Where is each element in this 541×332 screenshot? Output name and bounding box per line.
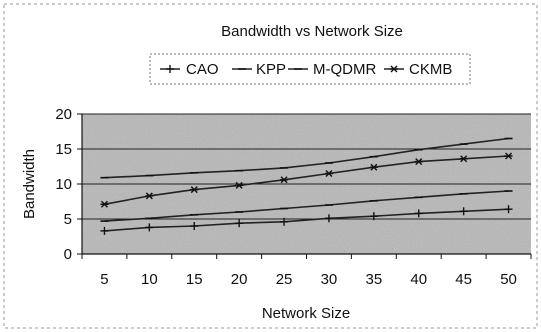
- x-tick-label: 5: [100, 271, 108, 288]
- data-point-cao: [280, 217, 289, 226]
- y-tick-label: 5: [64, 211, 72, 228]
- x-tick-label: 40: [410, 271, 427, 288]
- data-point-cao: [504, 205, 513, 214]
- legend-item-m-qdmr: M-QDMR: [288, 61, 376, 78]
- data-point-cao: [145, 223, 154, 232]
- legend-label: CAO: [186, 61, 219, 78]
- data-point-cao: [190, 222, 199, 230]
- x-tick-label: 50: [500, 271, 517, 288]
- y-axis-ticks: 0 5 10 15 20: [55, 106, 82, 263]
- y-tick-label: 15: [55, 141, 72, 158]
- x-tick-label: 20: [231, 271, 248, 288]
- series-line-ckmb: [104, 155, 509, 206]
- data-point-ckmb: [190, 186, 199, 194]
- series-m-qdmr: [100, 137, 513, 179]
- data-point-cao: [414, 209, 423, 218]
- data-point-ckmb: [459, 155, 468, 163]
- data-point-ckmb: [280, 176, 289, 184]
- chart-title: Bandwidth vs Network Size: [221, 23, 403, 40]
- series-ckmb: [100, 152, 513, 208]
- data-point-cao: [369, 212, 378, 221]
- legend-item-cao: CAO: [160, 61, 219, 78]
- series-line-m-qdmr: [104, 137, 509, 179]
- legend-label: M-QDMR: [313, 61, 376, 78]
- chart-frame: [3, 3, 538, 329]
- x-axis-title: Network Size: [262, 305, 350, 322]
- legend-label: CKMB: [409, 61, 452, 78]
- legend: CAO KPP M-QDMR CKMB: [160, 61, 452, 78]
- x-tick-label: 25: [276, 271, 293, 288]
- x-tick-label: 30: [321, 271, 338, 288]
- x-tick-label: 35: [366, 271, 383, 288]
- data-point-ckmb: [369, 163, 378, 171]
- legend-marker: [166, 65, 174, 73]
- data-point-cao: [100, 226, 109, 235]
- legend-box: [149, 53, 471, 85]
- y-tick-label: 20: [55, 106, 72, 123]
- series-line-cao: [104, 208, 509, 232]
- data-point-cao: [459, 207, 468, 216]
- x-tick-label: 10: [141, 271, 158, 288]
- legend-item-kpp: KPP: [232, 61, 286, 78]
- data-point-ckmb: [235, 181, 244, 189]
- y-tick-label: 0: [64, 246, 72, 263]
- data-point-ckmb: [145, 192, 154, 200]
- x-axis-ticks: 5 10 15 20 25 30 35 40 45 50: [81, 254, 532, 288]
- legend-label: KPP: [256, 61, 286, 78]
- data-point-ckmb: [414, 158, 423, 166]
- data-point-cao: [324, 214, 333, 223]
- series-cao: [100, 205, 513, 235]
- y-axis-title: Bandwidth: [21, 149, 38, 219]
- y-tick-label: 10: [55, 176, 72, 193]
- legend-marker: [390, 65, 398, 73]
- series-kpp: [100, 190, 513, 222]
- x-tick-label: 15: [186, 271, 203, 288]
- x-tick-label: 45: [455, 271, 472, 288]
- series-line-kpp: [104, 190, 509, 222]
- data-point-ckmb: [504, 152, 513, 160]
- plot-area: [81, 113, 531, 255]
- legend-item-ckmb: CKMB: [384, 61, 452, 78]
- data-point-ckmb: [100, 200, 109, 208]
- data-point-cao: [235, 219, 244, 228]
- data-point-ckmb: [324, 170, 333, 177]
